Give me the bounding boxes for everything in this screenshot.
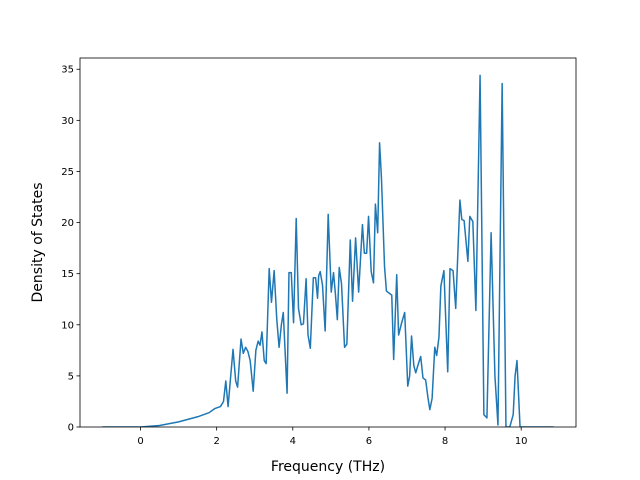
- y-tick-label: 10: [61, 320, 74, 331]
- x-tick-label: 8: [442, 436, 448, 447]
- y-tick-label: 0: [68, 423, 74, 434]
- x-tick-label: 10: [515, 436, 528, 447]
- y-tick-label: 25: [61, 167, 74, 178]
- axes-frame: [79, 57, 577, 428]
- x-tick-label: 2: [213, 436, 219, 447]
- y-tick-label: 30: [61, 116, 74, 127]
- y-tick-label: 35: [61, 65, 74, 76]
- x-axis-label: Frequency (THz): [271, 459, 385, 475]
- y-tick-label: 20: [61, 218, 74, 229]
- x-tick-label: 4: [290, 436, 296, 447]
- y-axis-label: Density of States: [30, 183, 46, 303]
- data-line: [102, 74, 554, 427]
- x-tick-label: 0: [137, 436, 143, 447]
- y-tick-label: 5: [68, 371, 74, 382]
- x-tick-label: 6: [366, 436, 372, 447]
- y-tick-label: 15: [61, 269, 74, 280]
